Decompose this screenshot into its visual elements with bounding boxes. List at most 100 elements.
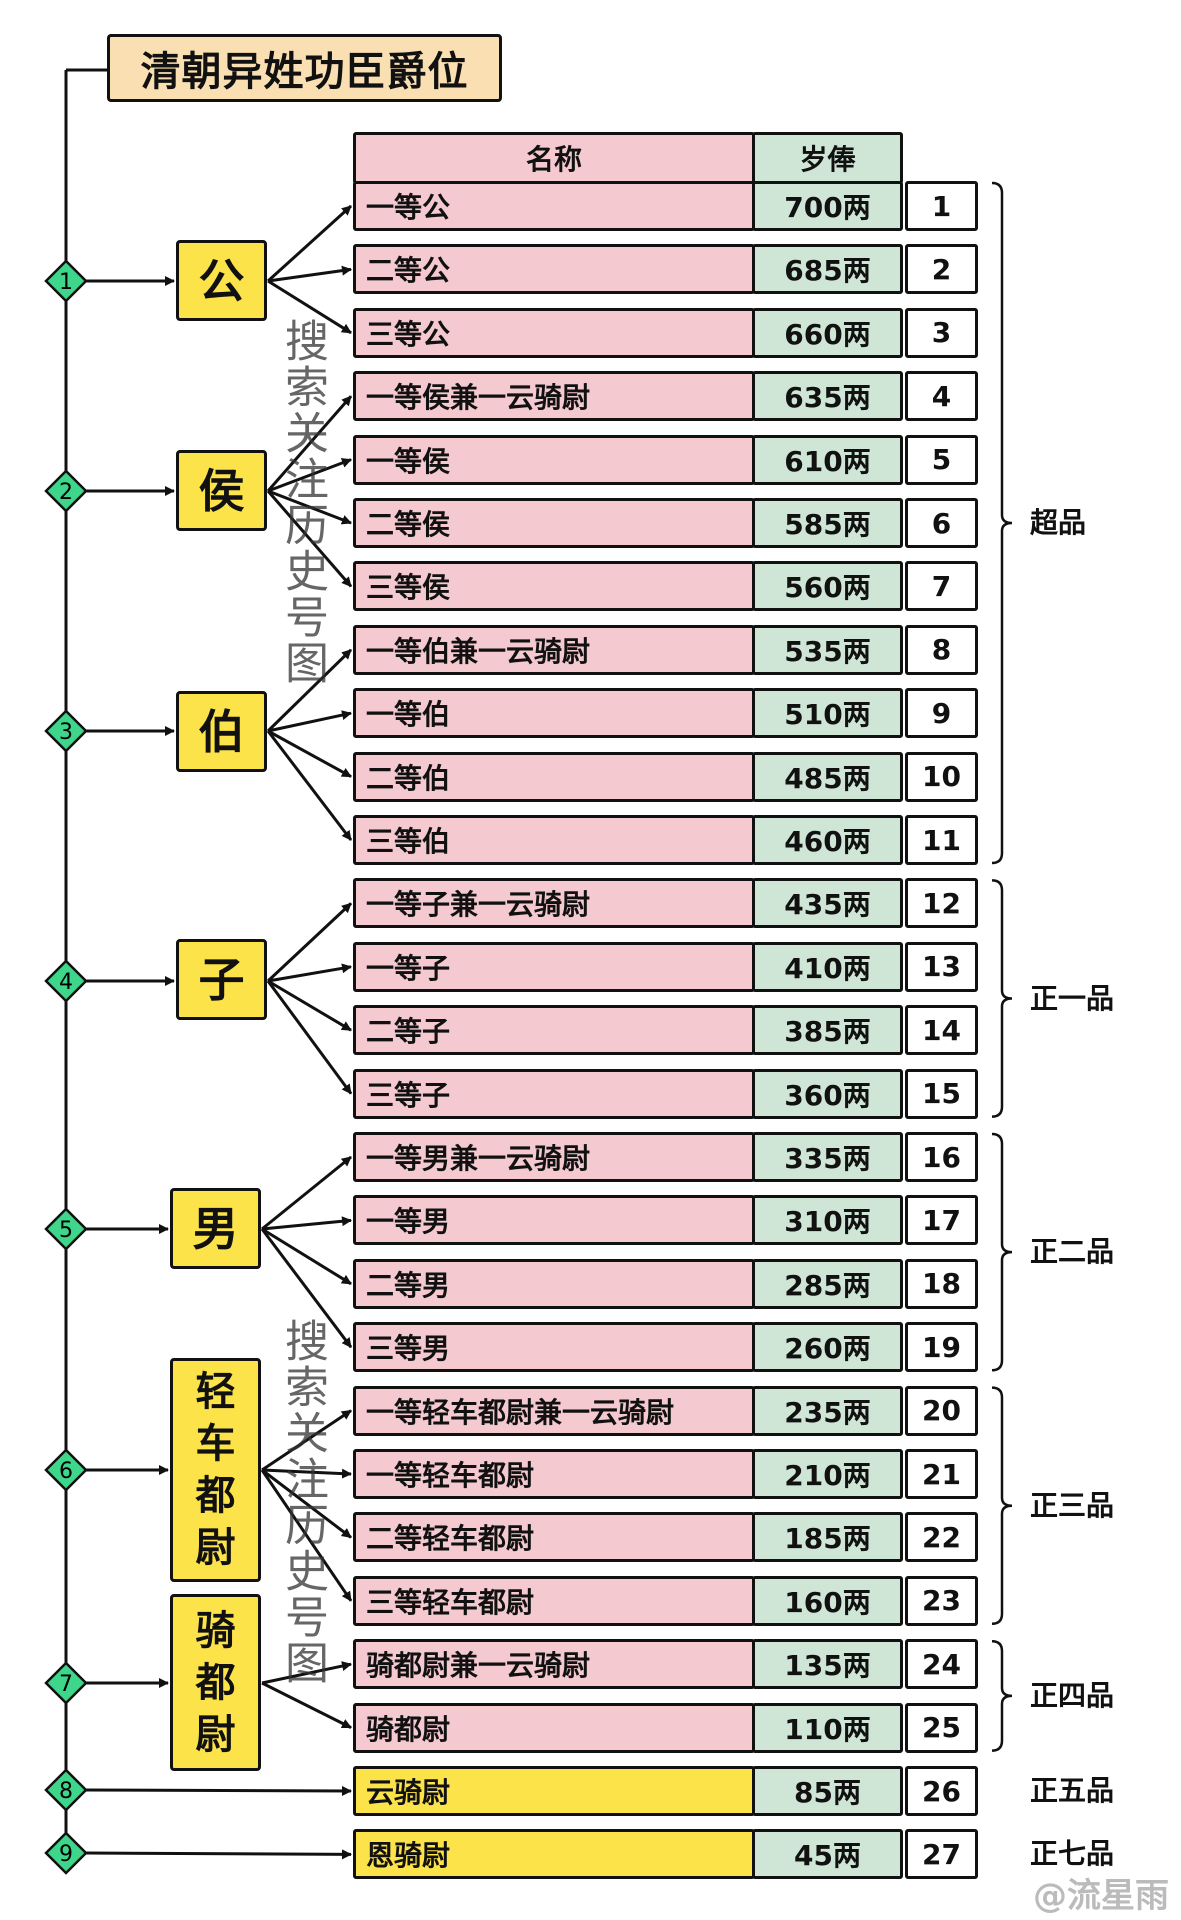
category-char: 公	[198, 253, 245, 308]
title-name-cell: 二等男	[353, 1258, 755, 1309]
branch-arrow	[261, 1216, 352, 1231]
rank-number-cell: 22	[905, 1512, 978, 1563]
branch-arrow	[266, 490, 353, 588]
title-name-cell: 一等子	[353, 941, 755, 992]
branch-arrow	[267, 458, 352, 493]
rank-number-cell: 16	[905, 1132, 978, 1182]
category-box: 子	[176, 939, 267, 1020]
title-name-cell: 云骑尉	[353, 1766, 755, 1816]
salary-cell: 160两	[752, 1575, 903, 1626]
rank-number-cell: 23	[905, 1575, 978, 1626]
step-number: 3	[59, 720, 73, 745]
rank-number-cell: 2	[905, 244, 978, 295]
step-number: 7	[59, 1672, 73, 1697]
branch-arrow	[267, 729, 352, 778]
rank-number-cell: 6	[905, 498, 978, 548]
branch-arrow	[261, 1661, 352, 1685]
title-name-cell: 三等伯	[353, 815, 755, 865]
salary-cell: 410两	[752, 941, 903, 992]
salary-cell: 385两	[752, 1005, 903, 1056]
title-name-cell: 一等子兼一云骑尉	[353, 878, 755, 929]
rank-number-cell: 14	[905, 1005, 978, 1056]
rank-bracket	[991, 879, 1013, 1118]
rank-number-cell: 5	[905, 434, 978, 485]
salary-cell: 285两	[752, 1258, 903, 1309]
title-name-cell: 一等侯兼一云骑尉	[353, 371, 755, 422]
salary-cell: 360两	[752, 1068, 903, 1119]
title-name-cell: 二等伯	[353, 751, 755, 802]
salary-cell: 610两	[752, 434, 903, 485]
branch-arrow	[266, 204, 353, 283]
title-name-cell: 骑都尉	[353, 1702, 755, 1753]
rank-bracket	[991, 1639, 1013, 1752]
title-name-cell: 三等轻车都尉	[353, 1575, 755, 1626]
category-char: 都	[195, 1473, 236, 1519]
category-box: 伯	[176, 691, 267, 772]
salary-cell: 700两	[752, 181, 903, 231]
step-arrow	[85, 1785, 352, 1796]
salary-cell: 435两	[752, 878, 903, 929]
rank-number-cell: 26	[905, 1766, 978, 1816]
category-char: 尉	[195, 1525, 236, 1571]
salary-cell: 135两	[752, 1639, 903, 1690]
branch-arrow	[267, 963, 352, 983]
rank-number-cell: 20	[905, 1385, 978, 1436]
step-arrow	[85, 1849, 352, 1860]
salary-cell: 110两	[752, 1702, 903, 1753]
step-diamond-icon: 8	[44, 1768, 88, 1812]
branch-arrow	[266, 980, 353, 1095]
title-name-cell: 一等侯	[353, 434, 755, 485]
salary-cell: 45两	[752, 1829, 903, 1880]
rank-label: 正四品	[1030, 1678, 1115, 1712]
branch-arrow	[261, 1155, 352, 1231]
category-char: 尉	[195, 1711, 236, 1758]
title-name-cell: 一等公	[353, 181, 755, 231]
salary-cell: 260两	[752, 1322, 903, 1373]
category-box: 轻车都尉	[170, 1358, 261, 1582]
rank-number-cell: 7	[905, 561, 978, 612]
category-char: 都	[195, 1659, 236, 1706]
branch-arrow	[267, 979, 352, 1032]
branch-arrow	[266, 648, 353, 733]
rank-label: 正五品	[1030, 1774, 1115, 1807]
title-name-cell: 三等侯	[353, 561, 755, 612]
step-diamond-icon: 5	[44, 1207, 88, 1251]
title-name-cell: 一等轻车都尉	[353, 1449, 755, 1499]
rank-number-cell: 1	[905, 181, 978, 231]
title-name-cell: 三等男	[353, 1322, 755, 1373]
rank-bracket	[991, 1386, 1013, 1626]
salary-cell: 635两	[752, 371, 903, 422]
branch-arrow	[261, 1227, 352, 1286]
salary-cell: 535两	[752, 624, 903, 675]
branch-arrow	[261, 1468, 352, 1539]
rank-label: 正一品	[1030, 981, 1115, 1015]
rank-bracket	[991, 181, 1013, 865]
branch-arrow	[266, 902, 353, 983]
title-name-cell: 一等伯	[353, 688, 755, 739]
category-char: 男	[192, 1201, 239, 1256]
rank-number-cell: 27	[905, 1829, 978, 1880]
rank-number-cell: 3	[905, 307, 978, 358]
step-number: 6	[59, 1459, 73, 1484]
title-name-cell: 一等轻车都尉兼一云骑尉	[353, 1385, 755, 1436]
category-char: 侯	[198, 463, 245, 518]
step-number: 4	[59, 970, 73, 995]
category-box: 公	[176, 240, 267, 321]
branch-arrow	[260, 1469, 353, 1602]
side-watermark: 搜索关注历史号图	[277, 318, 328, 686]
rank-label: 超品	[1030, 506, 1087, 539]
rank-label: 正七品	[1030, 1837, 1115, 1871]
title-name-cell: 一等伯兼一云骑尉	[353, 624, 755, 675]
branch-arrow	[267, 489, 352, 525]
branch-arrow	[261, 1681, 352, 1729]
header-salary: 岁俸	[752, 132, 903, 184]
category-char: 子	[198, 952, 245, 1007]
rank-number-cell: 9	[905, 688, 978, 739]
header-name: 名称	[353, 132, 755, 184]
step-diamond-icon: 7	[44, 1661, 88, 1705]
salary-cell: 685两	[752, 244, 903, 295]
salary-cell: 660两	[752, 307, 903, 358]
branch-arrow	[267, 710, 352, 733]
step-diamond-icon: 9	[44, 1831, 88, 1875]
salary-cell: 185两	[752, 1512, 903, 1563]
